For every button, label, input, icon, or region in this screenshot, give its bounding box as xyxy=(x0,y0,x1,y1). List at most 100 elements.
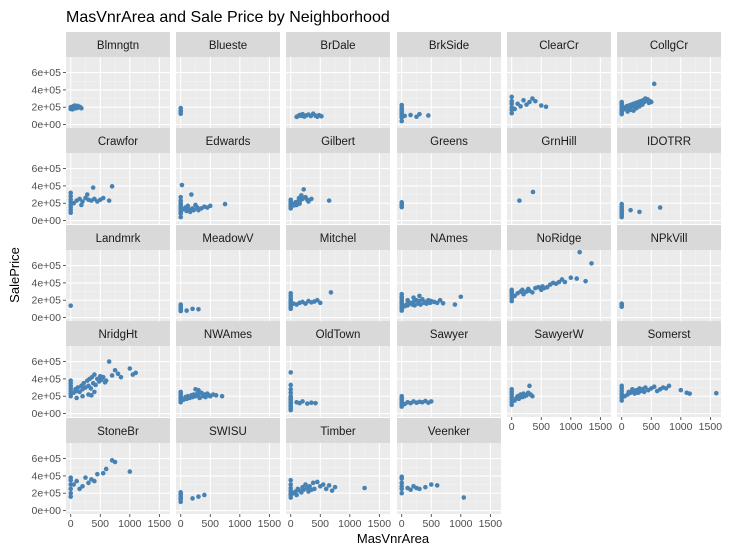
strip-label: Blmngtn xyxy=(97,40,139,52)
data-point xyxy=(179,182,185,188)
data-point xyxy=(619,383,625,389)
data-point xyxy=(112,459,118,465)
data-point xyxy=(399,200,405,205)
data-point xyxy=(213,393,219,398)
data-point xyxy=(68,494,74,499)
data-point xyxy=(288,393,294,399)
data-point xyxy=(583,278,588,284)
data-point xyxy=(190,496,195,501)
data-point xyxy=(100,471,106,476)
y-tick-label: 2e+05 xyxy=(32,102,62,114)
data-point xyxy=(631,108,636,113)
data-point xyxy=(424,301,429,306)
facet-blueste: Blueste xyxy=(176,32,280,128)
facet-nridght: NridgHt 0e+00 2e+05 4e+05 6e+05 xyxy=(32,321,170,420)
data-point xyxy=(544,284,550,290)
data-point xyxy=(315,479,320,485)
data-point xyxy=(440,300,446,306)
x-tick-label: 1000 xyxy=(118,518,142,530)
data-point xyxy=(202,492,207,498)
facet-noridge: NoRidge xyxy=(507,225,611,321)
facet-stonebr: StoneBr 0e+00 2e+05 4e+05 6e+05 0 500 1000 1500 xyxy=(32,418,171,530)
facet-grnhill: GrnHill xyxy=(507,128,611,224)
data-point xyxy=(109,373,115,378)
data-point xyxy=(527,383,532,389)
data-point xyxy=(196,494,201,499)
data-point xyxy=(399,291,405,297)
data-point xyxy=(509,110,515,116)
facet-mitchel: Mitchel xyxy=(286,225,390,321)
strip-label: Sawyer xyxy=(430,329,469,341)
panel xyxy=(286,153,390,224)
facet-panels: Blmngtn 0e+00 2e+05 4e+05 6e+05 Blueste BrDale… xyxy=(32,32,722,530)
data-point xyxy=(329,488,335,493)
y-tick-label: 6e+05 xyxy=(32,67,62,79)
panel-background xyxy=(507,346,611,417)
facet-brkside: BrkSide xyxy=(397,32,501,128)
data-point xyxy=(527,99,532,105)
data-point xyxy=(288,197,294,203)
data-point xyxy=(641,389,647,395)
data-point xyxy=(288,386,294,392)
strip xyxy=(617,225,721,250)
facet-crawfor: Crawfor 0e+00 2e+05 4e+05 6e+05 xyxy=(32,128,170,227)
data-point xyxy=(72,103,78,108)
data-point xyxy=(402,113,407,119)
panel-background xyxy=(617,346,721,417)
strip-label: NridgHt xyxy=(99,329,139,341)
data-point xyxy=(309,400,314,406)
data-point xyxy=(127,469,133,474)
data-point xyxy=(222,201,228,207)
data-point xyxy=(207,203,213,209)
data-point xyxy=(92,478,97,484)
facet-names: NAmes xyxy=(397,225,501,321)
data-point xyxy=(328,290,334,295)
y-tick-label: 6e+05 xyxy=(32,356,62,368)
data-point xyxy=(68,193,74,199)
strip xyxy=(66,321,170,346)
panel xyxy=(286,57,390,128)
strip xyxy=(176,418,280,443)
data-point xyxy=(399,483,405,489)
strip-label: StoneBr xyxy=(97,426,139,438)
data-point xyxy=(89,393,94,398)
strip-label: NoRidge xyxy=(537,233,582,245)
data-point xyxy=(187,209,193,215)
x-tick-label: 0 xyxy=(509,421,515,433)
x-tick-label: 1500 xyxy=(589,421,613,433)
panel-background xyxy=(66,346,170,417)
data-point xyxy=(516,396,522,402)
data-point xyxy=(184,308,189,313)
data-point xyxy=(86,480,91,486)
panel-background xyxy=(617,57,721,128)
data-point xyxy=(509,287,515,293)
data-point xyxy=(428,399,434,404)
data-point xyxy=(80,199,85,204)
data-point xyxy=(428,482,434,487)
x-tick-label: 1000 xyxy=(669,421,693,433)
data-point xyxy=(637,104,642,109)
strip xyxy=(397,321,501,346)
strip-label: BrkSide xyxy=(429,40,469,52)
strip xyxy=(66,32,170,57)
y-tick-label: 6e+05 xyxy=(32,260,62,272)
panel-background xyxy=(397,57,501,128)
data-point xyxy=(74,478,79,484)
data-point xyxy=(320,482,326,487)
data-point xyxy=(68,378,74,383)
panel xyxy=(176,153,280,224)
data-point xyxy=(408,112,413,118)
data-point xyxy=(530,189,536,195)
facet-timber: Timber 0 500 1000 1500 xyxy=(286,418,391,530)
data-point xyxy=(426,113,431,118)
data-point xyxy=(651,81,657,87)
data-point xyxy=(313,400,318,406)
data-point xyxy=(418,302,423,307)
strip xyxy=(286,418,390,443)
data-point xyxy=(178,302,184,307)
x-tick-label: 0 xyxy=(619,421,625,433)
panel xyxy=(176,250,280,321)
strip-label: NPkVill xyxy=(651,233,688,245)
data-point xyxy=(68,486,74,492)
x-axis-title: MasVnrArea xyxy=(357,531,430,546)
